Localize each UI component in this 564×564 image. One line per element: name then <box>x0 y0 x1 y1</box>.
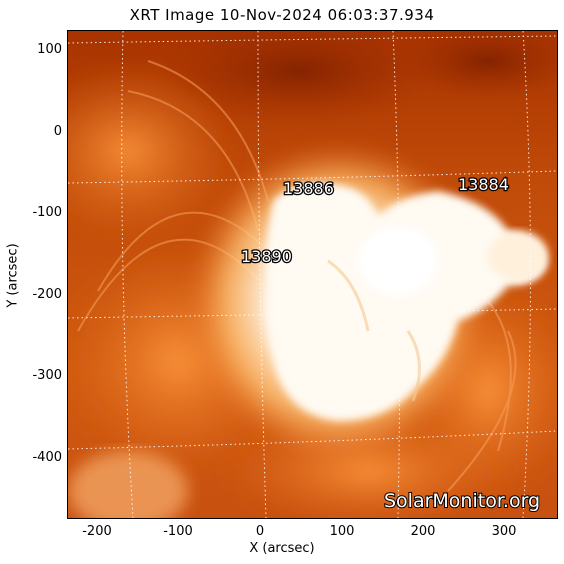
y-tick-label: -200 <box>32 287 62 302</box>
watermark: SolarMonitor.org <box>384 490 540 512</box>
xrt-solar-image: 13886 13884 13890 SolarMonitor.org <box>68 31 557 518</box>
y-tick-label: -100 <box>32 205 62 220</box>
region-label: 13886 <box>283 179 334 198</box>
image-title: XRT Image 10-Nov-2024 06:03:37.934 <box>129 6 435 24</box>
y-tick-label: -300 <box>32 368 62 383</box>
y-tick-label: 0 <box>53 124 62 139</box>
x-tick-label: -100 <box>163 524 193 539</box>
solar-image-panel: 13886 13884 13890 SolarMonitor.org <box>67 30 558 519</box>
region-label: 13890 <box>241 247 292 266</box>
region-label: 13884 <box>458 175 509 194</box>
x-tick-label: 100 <box>329 524 355 539</box>
y-tick-label: -400 <box>32 450 62 465</box>
y-axis-label: Y (arcsec) <box>5 243 21 308</box>
x-axis-label: X (arcsec) <box>249 541 315 556</box>
x-tick-label: 200 <box>410 524 436 539</box>
x-tick-label: 300 <box>491 524 517 539</box>
y-tick-label: 100 <box>37 42 62 57</box>
x-tick-label: -200 <box>82 524 112 539</box>
x-tick-label: 0 <box>255 524 265 539</box>
